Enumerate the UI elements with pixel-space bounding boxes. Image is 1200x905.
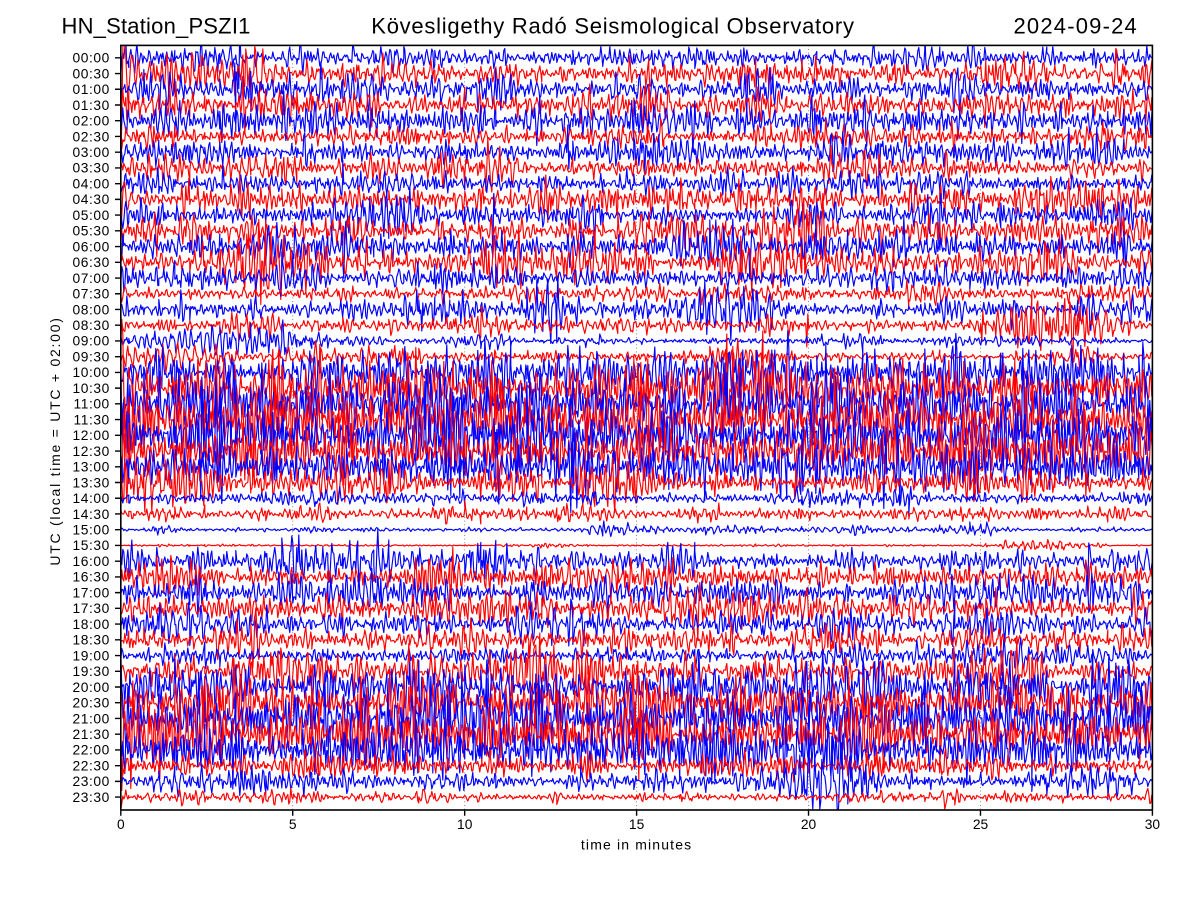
svg-text:15: 15	[629, 817, 645, 832]
svg-text:03:30: 03:30	[73, 161, 110, 176]
svg-text:21:00: 21:00	[73, 711, 110, 726]
svg-text:20:00: 20:00	[73, 680, 110, 695]
svg-text:17:30: 17:30	[73, 601, 110, 616]
svg-text:01:00: 01:00	[73, 82, 110, 97]
svg-text:10: 10	[457, 817, 473, 832]
svg-text:15:30: 15:30	[73, 538, 110, 553]
svg-text:11:00: 11:00	[74, 397, 110, 412]
svg-text:12:00: 12:00	[73, 428, 110, 443]
svg-text:08:00: 08:00	[73, 302, 110, 317]
svg-text:Kövesligethy Radó Seismologica: Kövesligethy Radó Seismological Observat…	[371, 14, 854, 39]
svg-text:25: 25	[973, 817, 989, 832]
svg-text:09:00: 09:00	[73, 334, 110, 349]
svg-text:23:30: 23:30	[73, 790, 110, 805]
svg-text:22:30: 22:30	[73, 758, 110, 773]
svg-text:06:30: 06:30	[73, 255, 110, 270]
svg-text:21:30: 21:30	[73, 727, 110, 742]
svg-text:13:30: 13:30	[73, 475, 110, 490]
svg-text:05:30: 05:30	[73, 224, 110, 239]
svg-text:20: 20	[801, 817, 817, 832]
svg-text:10:00: 10:00	[73, 365, 110, 380]
svg-text:00:30: 00:30	[73, 66, 110, 81]
svg-text:HN_Station_PSZI1: HN_Station_PSZI1	[62, 14, 251, 39]
svg-text:12:30: 12:30	[73, 444, 110, 459]
svg-text:15:00: 15:00	[73, 523, 110, 538]
svg-text:04:30: 04:30	[73, 192, 110, 207]
svg-text:18:30: 18:30	[73, 633, 110, 648]
svg-text:02:00: 02:00	[73, 114, 110, 129]
svg-text:5: 5	[289, 817, 297, 832]
svg-text:10:30: 10:30	[73, 381, 110, 396]
svg-text:16:30: 16:30	[73, 570, 110, 585]
svg-text:0: 0	[117, 817, 125, 832]
svg-text:30: 30	[1145, 817, 1161, 832]
svg-text:11:30: 11:30	[74, 412, 110, 427]
svg-text:2024-09-24: 2024-09-24	[1013, 14, 1138, 39]
svg-text:06:00: 06:00	[73, 239, 110, 254]
svg-text:07:30: 07:30	[73, 287, 110, 302]
svg-text:00:00: 00:00	[73, 51, 110, 66]
svg-text:UTC (local time = UTC + 02:00): UTC (local time = UTC + 02:00)	[47, 316, 63, 565]
svg-text:04:00: 04:00	[73, 176, 110, 191]
svg-text:19:00: 19:00	[73, 648, 110, 663]
svg-text:23:00: 23:00	[73, 774, 110, 789]
svg-text:08:30: 08:30	[73, 318, 110, 333]
svg-text:03:00: 03:00	[73, 145, 110, 160]
svg-text:14:30: 14:30	[73, 507, 110, 522]
svg-text:17:00: 17:00	[73, 585, 110, 600]
svg-text:13:00: 13:00	[73, 460, 110, 475]
svg-text:time in minutes: time in minutes	[581, 837, 692, 853]
svg-text:01:30: 01:30	[73, 98, 110, 113]
svg-text:14:00: 14:00	[73, 491, 110, 506]
svg-text:02:30: 02:30	[73, 129, 110, 144]
svg-text:19:30: 19:30	[73, 664, 110, 679]
svg-text:05:00: 05:00	[73, 208, 110, 223]
svg-text:20:30: 20:30	[73, 696, 110, 711]
svg-text:07:00: 07:00	[73, 271, 110, 286]
svg-text:22:00: 22:00	[73, 743, 110, 758]
svg-text:16:00: 16:00	[73, 554, 110, 569]
svg-text:18:00: 18:00	[73, 617, 110, 632]
svg-text:09:30: 09:30	[73, 349, 110, 364]
